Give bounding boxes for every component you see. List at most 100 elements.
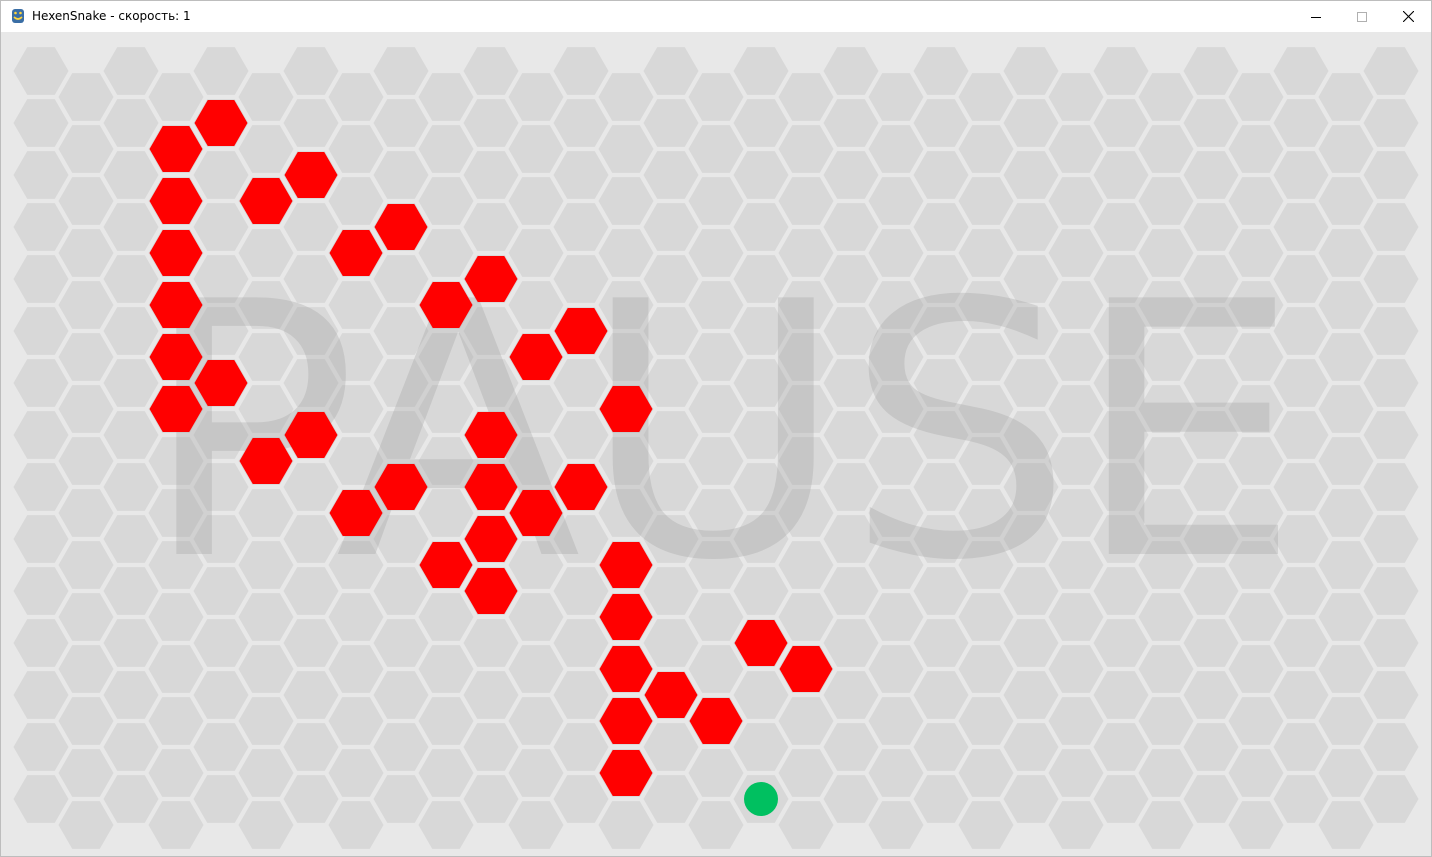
hex-cell (148, 801, 204, 849)
hex-cell (733, 723, 789, 771)
hex-cell (1048, 125, 1104, 173)
hex-cell (553, 359, 609, 407)
hex-cell (1363, 723, 1419, 771)
hex-cell (913, 619, 969, 667)
hex-cell (1183, 723, 1239, 771)
hex-cell (1183, 411, 1239, 459)
hex-cell (193, 151, 249, 199)
snake-segment (419, 282, 473, 328)
hex-cell (1003, 671, 1059, 719)
snake-segment (374, 464, 428, 510)
hex-cell (1093, 359, 1149, 407)
hex-cell (463, 723, 519, 771)
snake-segment (689, 698, 743, 744)
hex-cell (103, 515, 159, 563)
hex-cell (283, 775, 339, 823)
hex-cell (823, 151, 879, 199)
hex-cell (193, 671, 249, 719)
hex-cell (643, 255, 699, 303)
hex-cell (868, 437, 924, 485)
snake-segment (464, 516, 518, 562)
hex-cell (58, 801, 114, 849)
hex-cell (598, 125, 654, 173)
hex-cell (688, 593, 744, 641)
hex-cell (778, 801, 834, 849)
hex-cell (688, 385, 744, 433)
snake-segment (149, 230, 203, 276)
hex-cell (1273, 463, 1329, 511)
hex-cell (868, 333, 924, 381)
hex-cell (58, 645, 114, 693)
hex-cell (238, 333, 294, 381)
hex-cell (733, 151, 789, 199)
hex-grid (13, 47, 1419, 849)
hex-cell (643, 775, 699, 823)
hex-cell (733, 359, 789, 407)
hex-cell (373, 151, 429, 199)
hex-cell (553, 723, 609, 771)
hex-cell (823, 47, 879, 95)
hex-cell (1363, 307, 1419, 355)
hex-cell (58, 281, 114, 329)
hex-cell (1048, 541, 1104, 589)
hex-cell (643, 359, 699, 407)
hex-cell (238, 281, 294, 329)
hex-cell (13, 151, 69, 199)
food-pellet (744, 782, 778, 816)
hex-cell (823, 255, 879, 303)
hex-cell (778, 593, 834, 641)
hex-cell (958, 593, 1014, 641)
hex-cell (733, 47, 789, 95)
hex-cell (463, 671, 519, 719)
hex-cell (1363, 47, 1419, 95)
hex-cell (823, 775, 879, 823)
hex-cell (1363, 463, 1419, 511)
hex-cell (1138, 333, 1194, 381)
hex-cell (148, 73, 204, 121)
hex-cell (1093, 463, 1149, 511)
hex-cell (1228, 697, 1284, 745)
snake-segment (464, 464, 518, 510)
hex-cell (328, 125, 384, 173)
hex-cell (1183, 775, 1239, 823)
hex-cell (823, 359, 879, 407)
hex-cell (103, 775, 159, 823)
hex-cell (283, 99, 339, 147)
hex-cell (418, 177, 474, 225)
title-bar[interactable]: HexenSnake - скорость: 1 (1, 1, 1431, 32)
hex-cell (58, 333, 114, 381)
hex-cell (1138, 385, 1194, 433)
snake-segment (464, 568, 518, 614)
hex-cell (958, 73, 1014, 121)
hex-cell (1003, 255, 1059, 303)
hex-cell (958, 697, 1014, 745)
hex-cell (868, 125, 924, 173)
hex-cell (643, 515, 699, 563)
maximize-button[interactable] (1339, 1, 1385, 32)
hex-cell (373, 515, 429, 563)
hex-cell (1183, 151, 1239, 199)
hex-cell (1318, 593, 1374, 641)
hex-cell (823, 411, 879, 459)
hex-cell (1228, 437, 1284, 485)
minimize-button[interactable] (1293, 1, 1339, 32)
hex-cell (1183, 47, 1239, 95)
window-title: HexenSnake - скорость: 1 (32, 9, 191, 23)
hex-cell (688, 333, 744, 381)
hex-cell (1318, 489, 1374, 537)
hex-cell (508, 437, 564, 485)
game-board[interactable]: PAUSE (1, 32, 1431, 856)
hex-cell (13, 255, 69, 303)
hex-cell (508, 801, 564, 849)
hex-cell (1183, 619, 1239, 667)
snake-segment (464, 256, 518, 302)
close-button[interactable] (1385, 1, 1431, 32)
hex-cell (643, 411, 699, 459)
hex-cell (1093, 255, 1149, 303)
hex-cell (688, 645, 744, 693)
hex-cell (418, 333, 474, 381)
hex-cell (1048, 177, 1104, 225)
hex-cell (1138, 177, 1194, 225)
hex-cell (643, 151, 699, 199)
snake-segment (779, 646, 833, 692)
